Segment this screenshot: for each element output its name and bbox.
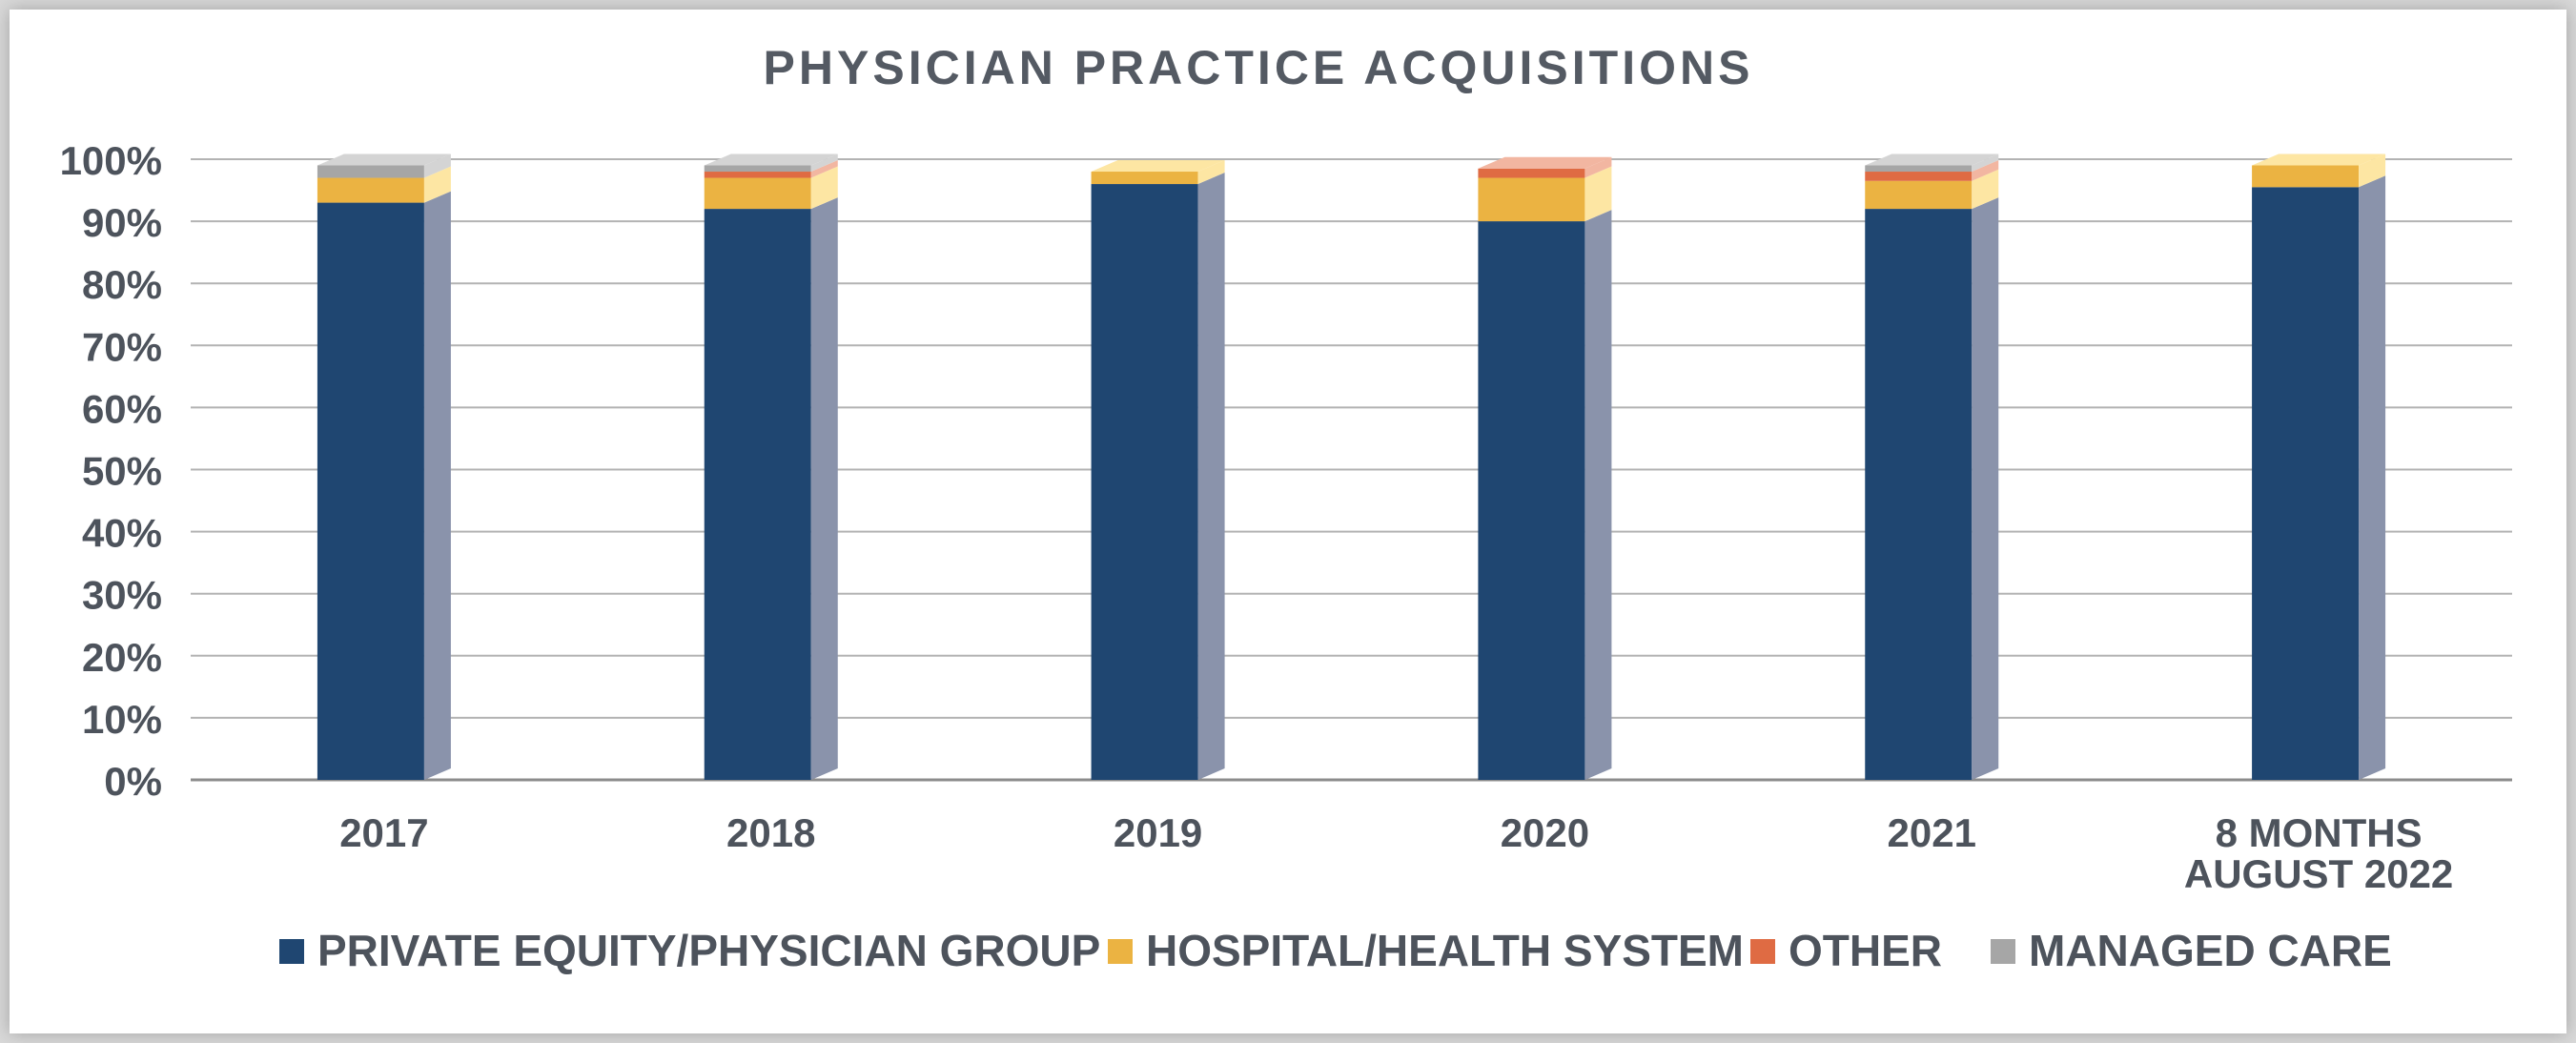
y-tick-label: 90% [82, 200, 162, 245]
bar-segment-side [2359, 175, 2386, 781]
bar-segment [317, 177, 424, 203]
bar-segment-side [1972, 169, 1999, 210]
bar-segment [1478, 177, 1585, 222]
legend-label: PRIVATE EQUITY/PHYSICIAN GROUP [317, 926, 1100, 975]
bar-segment-side [423, 191, 451, 780]
bar-segment [1478, 221, 1585, 781]
legend-label: HOSPITAL/HEALTH SYSTEM [1146, 926, 1744, 975]
bar-segment [704, 165, 811, 173]
bar-segment-side [1972, 153, 1999, 173]
legend-swatch [1991, 939, 2015, 964]
bar-segment-side [1584, 210, 1612, 781]
bar-segment-side [810, 160, 838, 178]
y-tick-label: 30% [82, 573, 162, 618]
bar-segment-side [423, 166, 451, 203]
bar-segment [704, 209, 811, 780]
y-tick-label: 50% [82, 449, 162, 494]
bar-segment [1865, 180, 1973, 210]
bar-top-face [1091, 160, 1225, 173]
bar-segment-side [1972, 197, 1999, 780]
legend-item: OTHER [1750, 926, 1942, 975]
bars [317, 153, 2386, 781]
legend-item: PRIVATE EQUITY/PHYSICIAN GROUP [279, 926, 1100, 975]
bar-stack [704, 153, 838, 780]
x-category-label: 2020 [1501, 810, 1589, 855]
bar-segment [1478, 168, 1585, 178]
y-tick-label: 70% [82, 324, 162, 369]
bar-top-face [317, 153, 451, 166]
bar-stack [317, 153, 451, 780]
bar-top-face [704, 153, 838, 166]
bar-stack [2252, 153, 2386, 781]
y-tick-label: 100% [60, 138, 162, 183]
y-tick-label: 40% [82, 511, 162, 556]
x-category-label: 2018 [726, 810, 815, 855]
bar-segment-side [1197, 160, 1225, 185]
gridlines [191, 158, 2512, 782]
legend: PRIVATE EQUITY/PHYSICIAN GROUP HOSPITAL/H… [279, 926, 2392, 975]
y-axis-ticks: 0% 10% 20% 30% 40% 50% 60% 70% 80% 90% 100% [60, 138, 162, 804]
x-category-label: AUGUST 2022 [2184, 851, 2453, 896]
y-tick-label: 0% [104, 759, 162, 804]
x-category-label: 8 MONTHS [2216, 810, 2423, 855]
y-tick-label: 20% [82, 635, 162, 680]
bar-segment-side [2359, 153, 2386, 188]
bar-segment [1091, 184, 1198, 781]
stacked-bar-chart: PHYSICIAN PRACTICE ACQUISITIONS 0% 10% 20%… [60, 41, 2512, 975]
bar-segment [2252, 187, 2360, 781]
bar-segment [1865, 165, 1973, 173]
legend-item: HOSPITAL/HEALTH SYSTEM [1108, 926, 1744, 975]
bar-segment [704, 172, 811, 178]
y-tick-label: 60% [82, 386, 162, 431]
legend-item: MANAGED CARE [1991, 926, 2392, 975]
legend-swatch [1750, 939, 1775, 964]
bar-segment-side [810, 153, 838, 173]
bar-top-face [1478, 156, 1612, 169]
bar-stack [1478, 156, 1612, 781]
bar-segment [2252, 165, 2360, 188]
y-tick-label: 80% [82, 262, 162, 307]
x-category-label: 2019 [1114, 810, 1202, 855]
legend-swatch [1108, 939, 1133, 964]
bar-segment [317, 165, 424, 178]
bar-stack [1091, 160, 1225, 781]
chart-title: PHYSICIAN PRACTICE ACQUISITIONS [764, 41, 1754, 94]
bar-segment-side [1584, 166, 1612, 222]
bar-segment [1091, 172, 1198, 185]
bar-top-face [1865, 153, 1999, 166]
bar-top-face [2252, 153, 2386, 166]
bar-segment [317, 202, 424, 780]
bar-stack [1865, 153, 1999, 780]
bar-segment-side [423, 153, 451, 178]
bar-segment-side [1197, 173, 1225, 781]
x-category-label: 2021 [1888, 810, 1976, 855]
legend-label: MANAGED CARE [2029, 926, 2392, 975]
bar-segment [1865, 209, 1973, 780]
bar-segment [704, 177, 811, 210]
bar-segment-side [810, 166, 838, 210]
legend-label: OTHER [1789, 926, 1942, 975]
x-category-label: 2017 [339, 810, 428, 855]
bar-segment-side [1972, 160, 1999, 181]
bar-segment [1865, 172, 1973, 181]
y-tick-label: 10% [82, 697, 162, 742]
chart-frame: PHYSICIAN PRACTICE ACQUISITIONS 0% 10% 20%… [10, 10, 2566, 1033]
bar-segment-side [1584, 156, 1612, 178]
bar-segment-side [810, 197, 838, 780]
legend-swatch [279, 939, 304, 964]
